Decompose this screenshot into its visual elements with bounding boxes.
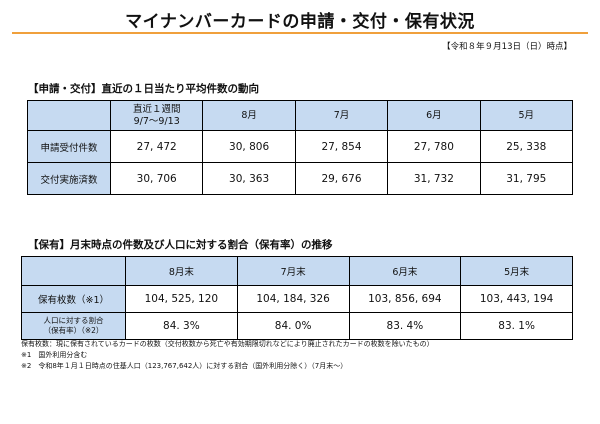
table-cell: 31, 795 [479,162,574,195]
section-heading-application: 【申請・交付】直近の１日当たり平均件数の動向 [28,83,259,95]
column-header: 5月 [479,100,574,131]
table-row: 人口に対する割合 （保有率）（※2） 84. 3% 84. 0% 83. 4% 8… [21,312,573,340]
row-label: 申請受付件数 [27,130,111,163]
page-title: マイナンバーカードの申請・交付・保有状況 [125,12,475,32]
header-corner-cell [27,100,111,131]
column-header: 直近１週間 9/7～9/13 [109,100,204,131]
footnotes: 保有枚数：現に保有されているカードの枚数（交付枚数から死亡や有効期限切れなどによ… [21,339,434,372]
header-corner-cell [21,256,126,286]
table-header-row: 8月末 7月末 6月末 5月末 [21,256,573,286]
table-row: 保有枚数（※1） 104, 525, 120 104, 184, 326 103… [21,285,573,313]
table-cell: 30, 706 [109,162,204,195]
application-issuance-table: 直近１週間 9/7～9/13 8月 7月 6月 5月 申請受付件数 27, 472… [27,100,574,195]
holdings-table: 8月末 7月末 6月末 5月末 保有枚数（※1） 104, 525, 120 1… [21,256,573,340]
table-cell: 29, 676 [294,162,389,195]
as-of-date: 【令和８年９月13日（日）時点】 [442,42,572,52]
column-header: 8月 [202,100,296,131]
column-header: 5月末 [460,256,573,286]
column-header: 6月 [387,100,481,131]
table-cell: 25, 338 [479,130,574,163]
column-header: 7月 [294,100,389,131]
table-cell: 31, 732 [387,162,481,195]
table-cell: 103, 856, 694 [348,285,462,313]
footnote: ※1 国外利用分含む [21,351,88,359]
row-label: 保有枚数（※1） [21,285,126,313]
table-cell: 30, 806 [202,130,296,163]
row-label: 交付実施済数 [27,162,111,195]
footnote: ※2 令和8年１月１日時点の住基人口（123,767,642人）に対する割合（国… [21,362,348,370]
table-cell: 104, 184, 326 [236,285,350,313]
table-cell: 83. 1% [460,312,573,340]
column-header: 8月末 [125,256,238,286]
table-cell: 30, 363 [202,162,296,195]
table-cell: 27, 854 [294,130,389,163]
footnote: 保有枚数：現に保有されているカードの枚数（交付枚数から死亡や有効期限切れなどによ… [21,340,434,348]
table-cell: 83. 4% [348,312,462,340]
title-underline [12,32,588,34]
section-heading-holdings: 【保有】月末時点の件数及び人口に対する割合（保有率）の推移 [28,239,333,251]
table-cell: 27, 780 [387,130,481,163]
row-label: 人口に対する割合 （保有率）（※2） [21,312,126,340]
table-cell: 84. 3% [125,312,238,340]
table-cell: 104, 525, 120 [125,285,238,313]
table-header-row: 直近１週間 9/7～9/13 8月 7月 6月 5月 [27,100,574,131]
table-row: 交付実施済数 30, 706 30, 363 29, 676 31, 732 3… [27,162,574,195]
table-cell: 84. 0% [236,312,350,340]
table-cell: 103, 443, 194 [460,285,573,313]
column-header: 7月末 [236,256,350,286]
table-cell: 27, 472 [109,130,204,163]
table-row: 申請受付件数 27, 472 30, 806 27, 854 27, 780 2… [27,130,574,163]
column-header: 6月末 [348,256,462,286]
